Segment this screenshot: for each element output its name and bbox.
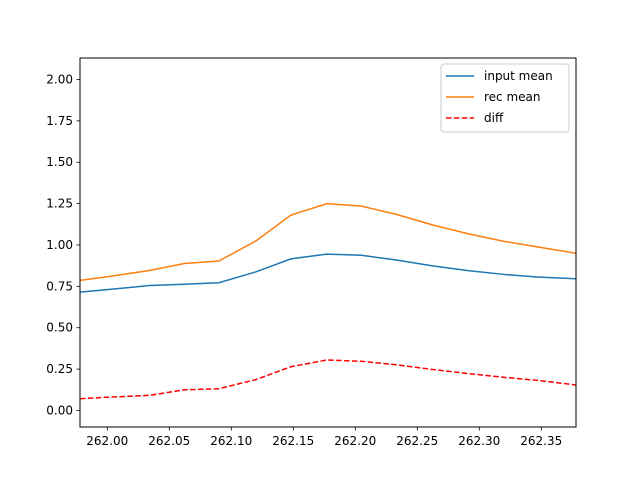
y-tick-label: 1.75: [46, 114, 73, 128]
y-tick-label: 0.50: [46, 321, 73, 335]
x-tick-label: 262.25: [396, 434, 438, 448]
legend-box: [440, 63, 570, 133]
legend: input mean rec mean diff: [440, 63, 570, 133]
axes-frame: [79, 57, 577, 428]
y-tick-label: 0.25: [46, 362, 73, 376]
x-tick-label: 262.20: [334, 434, 376, 448]
x-tick-label: 262.00: [86, 434, 128, 448]
series-line-rec-mean: [80, 202, 576, 282]
legend-label-input-mean: input mean: [484, 69, 553, 83]
plot-area: [80, 202, 576, 400]
y-tick-label: 0.00: [46, 403, 73, 417]
x-tick-label: 262.10: [210, 434, 252, 448]
x-tick-label: 262.05: [148, 434, 190, 448]
x-tick-label: 262.35: [520, 434, 562, 448]
series-line-diff: [80, 359, 576, 400]
series-line-input-mean: [80, 253, 576, 293]
x-tick-label: 262.30: [458, 434, 500, 448]
legend-label-rec-mean: rec mean: [484, 90, 541, 104]
legend-label-diff: diff: [484, 111, 504, 125]
y-tick-label: 1.00: [46, 238, 73, 252]
y-tick-label: 1.25: [46, 197, 73, 211]
axis-ticks: 262.00 262.05 262.10 262.15 262.20 262.25 262.…: [46, 73, 562, 448]
y-tick-label: 0.75: [46, 279, 73, 293]
y-tick-label: 2.00: [46, 73, 73, 87]
y-tick-label: 1.50: [46, 155, 73, 169]
x-tick-label: 262.15: [272, 434, 314, 448]
